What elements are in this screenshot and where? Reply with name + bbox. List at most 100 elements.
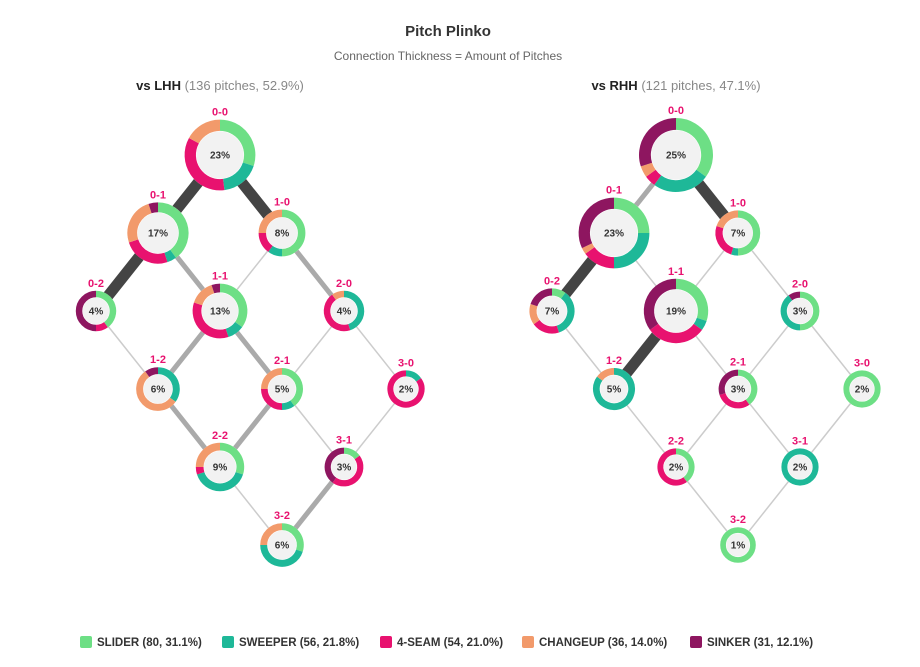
- panel-heading-lhh-rest: (136 pitches, 52.9%): [185, 78, 304, 93]
- node-pct-label: 19%: [666, 307, 686, 318]
- node-0-1: 17% 0-1: [127, 189, 189, 264]
- ring-segment-sweeper: [556, 292, 575, 333]
- node-pct-label: 3%: [731, 385, 746, 396]
- ring-segment-slider: [551, 288, 566, 299]
- node-0-2: 7% 0-2: [529, 275, 575, 334]
- ring-segment-sinker: [530, 288, 553, 307]
- node-pct-label: 6%: [151, 385, 166, 396]
- node-pct-label: 25%: [666, 151, 686, 162]
- ring-segment-slider: [720, 527, 756, 563]
- panel-heading-rhh: vs RHH (121 pitches, 47.1%): [591, 78, 760, 93]
- node-count-label: 1-1: [668, 266, 684, 278]
- node-center: [590, 209, 638, 257]
- node-count-label: 2-2: [668, 435, 684, 447]
- legend-item-sinker: SINKER (31, 12.1%): [690, 636, 813, 649]
- node-center: [82, 297, 110, 325]
- node-count-label: 3-0: [398, 357, 414, 369]
- ring-segment-sinker: [324, 447, 345, 483]
- panel-heading-lhh-strong: vs LHH: [136, 78, 181, 93]
- node-1-2: 6% 1-2: [136, 354, 180, 411]
- node-center: [331, 454, 357, 480]
- ring-segment-fourseam: [657, 448, 687, 486]
- ring-segment-changeup: [529, 304, 540, 325]
- ring-segment-fourseam: [646, 169, 662, 185]
- node-center: [725, 376, 751, 402]
- node-2-1: 5% 2-1: [261, 355, 303, 410]
- node-count-label: 0-2: [88, 278, 104, 290]
- ring-segment-sweeper: [693, 317, 707, 330]
- legend-label: SINKER (31, 12.1%): [707, 637, 813, 649]
- legend-label: 4-SEAM (54, 21.0%): [397, 637, 503, 649]
- node-3-0: 2% 3-0: [843, 357, 881, 408]
- node-count-label: 2-2: [212, 430, 228, 442]
- node-center: [268, 375, 296, 403]
- ring-segment-sinker: [788, 291, 801, 301]
- node-3-1: 3% 3-1: [324, 435, 364, 487]
- node-count-label: 0-2: [544, 275, 560, 287]
- node-center: [663, 454, 689, 480]
- node-pct-label: 23%: [210, 151, 230, 162]
- node-count-label: 3-1: [336, 435, 352, 447]
- node-center: [600, 375, 628, 403]
- legend-label: CHANGEUP (36, 14.0%): [539, 637, 667, 649]
- ring-segment-sweeper: [405, 370, 422, 382]
- node-center: [143, 374, 173, 404]
- node-count-label: 3-2: [274, 510, 290, 522]
- node-count-label: 3-0: [854, 357, 870, 369]
- node-pct-label: 13%: [210, 307, 230, 318]
- ring-segment-slider: [737, 369, 758, 405]
- node-count-label: 1-0: [274, 197, 290, 209]
- node-3-0: 2% 3-0: [387, 357, 425, 408]
- node-center: [196, 131, 244, 179]
- ring-segment-sweeper: [613, 232, 650, 269]
- node-pct-label: 17%: [148, 229, 168, 240]
- node-count-label: 2-1: [730, 357, 746, 369]
- node-center: [537, 296, 567, 326]
- node-1-1: 19% 1-1: [643, 266, 709, 344]
- legend-item-fourseam: 4-SEAM (54, 21.0%): [380, 636, 503, 649]
- node-2-0: 3% 2-0: [780, 279, 820, 331]
- node-count-label: 0-1: [150, 189, 166, 201]
- node-center: [723, 218, 753, 248]
- ring-segment-fourseam: [585, 246, 615, 269]
- legend-swatch: [522, 636, 534, 648]
- node-pct-label: 8%: [275, 229, 290, 240]
- node-count-label: 3-2: [730, 514, 746, 526]
- ring-segment-sweeper: [260, 544, 303, 567]
- ring-segment-slider: [95, 290, 117, 328]
- legend-swatch: [222, 636, 234, 648]
- node-2-0: 4% 2-0: [323, 278, 365, 332]
- ring-segment-changeup: [581, 243, 595, 254]
- ring-segment-sweeper: [225, 321, 243, 338]
- ring-segment-slider: [219, 442, 245, 475]
- node-0-0: 23% 0-0: [184, 107, 256, 191]
- ring-segment-slider: [675, 278, 709, 321]
- ring-segment-changeup: [258, 209, 283, 234]
- ring-segment-changeup: [260, 523, 283, 546]
- panel-rhh: 25% 0-0 23% 0-1 7% 1-0 7% 0-2 19% 1-1 3% 2-0 5% 1-2 3%…: [529, 105, 881, 563]
- ring-segment-slider: [799, 291, 820, 331]
- ring-segment-sinker: [75, 290, 97, 332]
- ring-segment-fourseam: [95, 321, 108, 332]
- chart-title: Pitch Plinko: [405, 23, 491, 40]
- ring-segment-sinker: [578, 197, 615, 249]
- node-center: [204, 451, 236, 483]
- ring-segment-changeup: [195, 442, 221, 468]
- ring-segment-slider: [613, 197, 650, 234]
- node-pct-label: 2%: [793, 463, 808, 474]
- legend-item-slider: SLIDER (80, 31.1%): [80, 636, 202, 649]
- ring-segment-sweeper: [268, 245, 283, 257]
- ring-segment-slider: [343, 447, 360, 460]
- ring-segment-sweeper: [281, 400, 295, 410]
- ring-segment-sinker: [639, 118, 677, 167]
- ring-segment-fourseam: [258, 232, 273, 252]
- node-pct-label: 4%: [89, 307, 104, 318]
- node-center: [330, 297, 358, 325]
- node-center: [201, 292, 239, 330]
- node-3-2: 1% 3-2: [720, 514, 756, 563]
- node-count-label: 0-0: [212, 107, 228, 119]
- ring-segment-sweeper: [164, 249, 176, 263]
- ring-segment-sinker: [211, 283, 221, 294]
- node-pct-label: 7%: [731, 229, 746, 240]
- ring-segment-slider: [281, 523, 304, 552]
